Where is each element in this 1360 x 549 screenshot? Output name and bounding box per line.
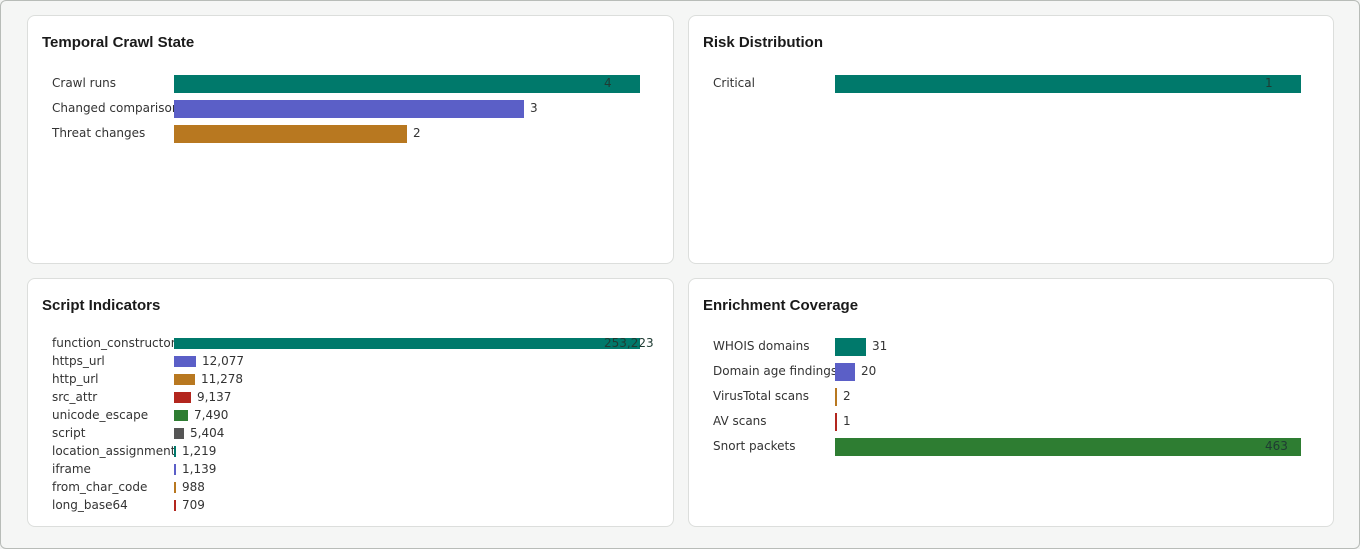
bar-label: https_url bbox=[52, 354, 105, 368]
panel-title: Script Indicators bbox=[42, 297, 161, 314]
bar-value: 9,137 bbox=[197, 390, 232, 404]
bar-value: 1,139 bbox=[182, 462, 217, 476]
temporal-crawl-state-panel: Temporal Crawl State Crawl runs 4 Changed … bbox=[27, 15, 674, 264]
bar bbox=[174, 428, 184, 439]
bar bbox=[174, 338, 640, 349]
bar bbox=[174, 482, 176, 493]
bar-label: AV scans bbox=[713, 414, 767, 428]
bar-value: 253,223 bbox=[604, 336, 654, 350]
bar bbox=[174, 464, 176, 475]
bar bbox=[174, 75, 640, 93]
bar-row: script 5,404 bbox=[28, 426, 673, 440]
bar-label: script bbox=[52, 426, 86, 440]
bar bbox=[174, 125, 407, 143]
bar bbox=[174, 500, 176, 511]
bar-value: 5,404 bbox=[190, 426, 225, 440]
script-indicators-panel: Script Indicators function_constructor 25… bbox=[27, 278, 674, 527]
bar-label: Critical bbox=[713, 76, 755, 90]
bar-value: 7,490 bbox=[194, 408, 229, 422]
bar-label: Snort packets bbox=[713, 439, 796, 453]
bar-row: src_attr 9,137 bbox=[28, 390, 673, 404]
bar-label: from_char_code bbox=[52, 480, 148, 494]
bar bbox=[835, 438, 1301, 456]
bar-label: function_constructor bbox=[52, 336, 176, 350]
bar-row: Threat changes 2 bbox=[28, 125, 673, 143]
bar-value: 3 bbox=[530, 101, 538, 115]
bar-row: WHOIS domains 31 bbox=[689, 338, 1333, 356]
bar-row: Critical 1 bbox=[689, 75, 1333, 93]
bar-value: 2 bbox=[843, 389, 851, 403]
bar-row: https_url 12,077 bbox=[28, 354, 673, 368]
bar-value: 12,077 bbox=[202, 354, 244, 368]
bar-row: http_url 11,278 bbox=[28, 372, 673, 386]
bar bbox=[174, 392, 191, 403]
bar bbox=[174, 410, 188, 421]
bar bbox=[174, 100, 524, 118]
bar-value: 31 bbox=[872, 339, 888, 353]
bar-label: VirusTotal scans bbox=[713, 389, 809, 403]
bar-value: 11,278 bbox=[201, 372, 243, 386]
bar-value: 1 bbox=[1265, 76, 1273, 90]
risk-distribution-panel: Risk Distribution Critical 1 bbox=[688, 15, 1334, 264]
bar-label: Crawl runs bbox=[52, 76, 117, 90]
bar-label: WHOIS domains bbox=[713, 339, 810, 353]
bar-value: 1,219 bbox=[182, 444, 217, 458]
bar-value: 988 bbox=[182, 480, 205, 494]
bar bbox=[174, 446, 176, 457]
bar-value: 709 bbox=[182, 498, 205, 512]
bar-label: unicode_escape bbox=[52, 408, 149, 422]
bar-row: unicode_escape 7,490 bbox=[28, 408, 673, 422]
enrichment-coverage-panel: Enrichment Coverage WHOIS domains 31 Domai… bbox=[688, 278, 1334, 527]
bar bbox=[835, 388, 837, 406]
bar bbox=[835, 413, 837, 431]
panel-title: Risk Distribution bbox=[703, 34, 824, 51]
bar-row: iframe 1,139 bbox=[28, 462, 673, 476]
bar-row: VirusTotal scans 2 bbox=[689, 388, 1333, 406]
bar-row: Domain age findings 20 bbox=[689, 363, 1333, 381]
bar-label: src_attr bbox=[52, 390, 98, 404]
bar-label: Changed comparisons bbox=[52, 101, 186, 115]
bar-label: Threat changes bbox=[52, 126, 146, 140]
bar-label: location_assignment bbox=[52, 444, 176, 458]
bar bbox=[835, 363, 855, 381]
bar-row: long_base64 709 bbox=[28, 498, 673, 512]
bar bbox=[174, 356, 196, 367]
bar-label: long_base64 bbox=[52, 498, 128, 512]
bar-row: location_assignment 1,219 bbox=[28, 444, 673, 458]
bar-value: 1 bbox=[843, 414, 851, 428]
bar-row: AV scans 1 bbox=[689, 413, 1333, 431]
bar-row: function_constructor 253,223 bbox=[28, 336, 673, 350]
bar-row: Snort packets 463 bbox=[689, 438, 1333, 456]
bar-row: Changed comparisons 3 bbox=[28, 100, 673, 118]
bar-value: 4 bbox=[604, 76, 612, 90]
bar-value: 20 bbox=[861, 364, 877, 378]
bar-row: from_char_code 988 bbox=[28, 480, 673, 494]
bar-value: 463 bbox=[1265, 439, 1288, 453]
bar bbox=[174, 374, 195, 385]
panel-title: Enrichment Coverage bbox=[703, 297, 859, 314]
bar bbox=[835, 338, 866, 356]
panel-title: Temporal Crawl State bbox=[42, 34, 195, 51]
bar-row: Crawl runs 4 bbox=[28, 75, 673, 93]
bar bbox=[835, 75, 1301, 93]
bar-label: http_url bbox=[52, 372, 99, 386]
bar-label: iframe bbox=[52, 462, 91, 476]
bar-value: 2 bbox=[413, 126, 421, 140]
bar-label: Domain age findings bbox=[713, 364, 838, 378]
